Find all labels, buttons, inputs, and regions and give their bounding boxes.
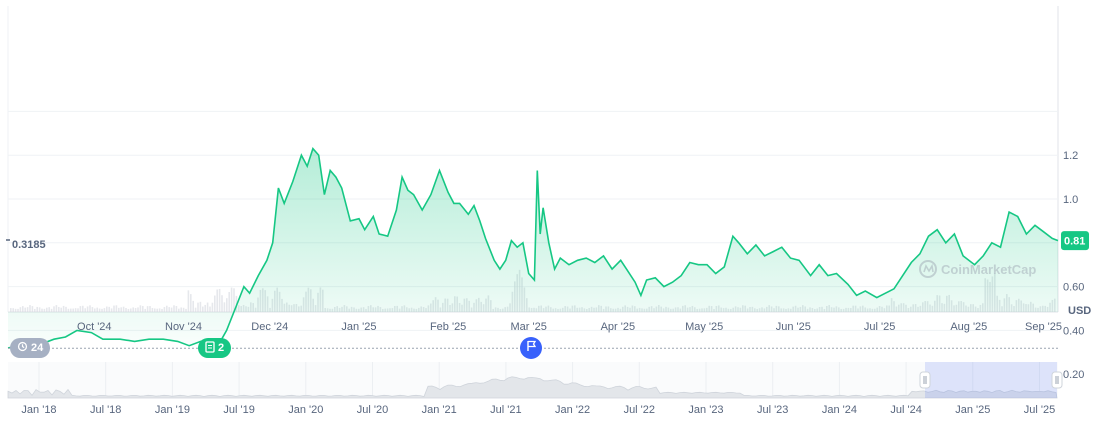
x-tick-label: Jan '25 [341,321,376,333]
y-tick-label: 0.60 [1063,282,1084,294]
baseline-label: 0.3185 [12,239,46,251]
price-area [8,148,1058,348]
x-axis: Oct '24 Nov '24 Dec '24 Jan '25 Feb '25 Mar '… [77,321,1062,333]
navigator-tick-label: Jan '25 [955,404,990,416]
navigator-tick-label: Jul '21 [490,404,521,416]
navigator-history-area [7,376,1058,399]
x-tick-label: Jun '25 [776,321,811,333]
x-tick-label: Nov '24 [165,321,202,333]
navigator-tick-label: Jul '24 [890,404,921,416]
y-tick-label: 0.40 [1063,325,1084,337]
navigator-tick-label: Jan '20 [288,404,323,416]
x-tick-label: Mar '25 [511,321,547,333]
y-tick-label: 1.0 [1063,194,1078,206]
x-tick-label: Sep '25 [1025,321,1062,333]
baseline-marker: 0.3185 [6,239,46,251]
navigator-tick-label: Jul '23 [757,404,788,416]
watermark-text: CoinMarketCap [941,262,1036,277]
navigator-tick-label: Jan '21 [422,404,457,416]
x-tick-label: Aug '25 [950,321,987,333]
navigator-tick-label: Jul '25 [1024,404,1055,416]
x-tick-label: Oct '24 [77,321,112,333]
y-tick-label: 0.20 [1063,369,1084,381]
flag-icon [526,339,537,357]
navigator-tick-label: Jan '19 [155,404,190,416]
currency-label: USD [1068,305,1091,317]
coinmarketcap-logo-mark [923,263,934,273]
price-line [7,147,1059,349]
navigator-tick-label: Jan '18 [21,404,56,416]
x-tick-label: Jul '25 [864,321,895,333]
event-flag-badge[interactable] [520,337,542,359]
navigator-selection[interactable] [925,362,1057,398]
watermark: CoinMarketCap [919,260,1036,278]
x-tick-label: Apr '25 [601,321,636,333]
y-axis: 0.400.600.801.01.20.20 [1063,150,1084,381]
y-tick-label: 1.2 [1063,150,1078,162]
navigator-tick-label: Jan '22 [555,404,590,416]
news-events-count: 2 [218,342,225,354]
navigator-tick-label: Jul '19 [223,404,254,416]
x-tick-label: Feb '25 [430,321,466,333]
history-events-count: 24 [31,342,44,354]
coinmarketcap-logo-icon [919,260,937,278]
x-tick-label: May '25 [685,321,723,333]
navigator-left-handle[interactable] [919,371,931,389]
history-icon [17,341,28,355]
document-icon [205,340,215,356]
navigator-tick-label: Jan '24 [822,404,857,416]
navigator-axis: Jan '18 Jul '18 Jan '19 Jul '19 Jan '20 Jul '… [21,404,1055,416]
navigator-tick-label: Jul '18 [90,404,121,416]
x-tick-label: Dec '24 [251,321,288,333]
history-events-badge[interactable]: 24 [10,338,51,358]
navigator-tick-label: Jan '23 [688,404,723,416]
navigator-right-handle[interactable] [1051,371,1063,389]
navigator-tick-label: Jul '22 [624,404,655,416]
current-price-tag: 0.81 [1061,231,1089,251]
range-navigator[interactable]: Jan '18 Jul '18 Jan '19 Jul '19 Jan '20 Jul '… [7,362,1063,416]
navigator-tick-label: Jul '20 [357,404,388,416]
news-events-badge[interactable]: 2 [198,338,232,358]
current-price-label: 0.81 [1064,236,1085,248]
